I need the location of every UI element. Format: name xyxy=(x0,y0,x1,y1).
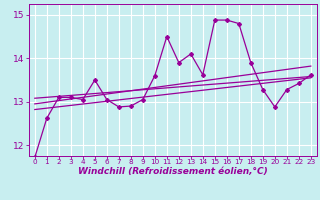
X-axis label: Windchill (Refroidissement éolien,°C): Windchill (Refroidissement éolien,°C) xyxy=(78,167,268,176)
